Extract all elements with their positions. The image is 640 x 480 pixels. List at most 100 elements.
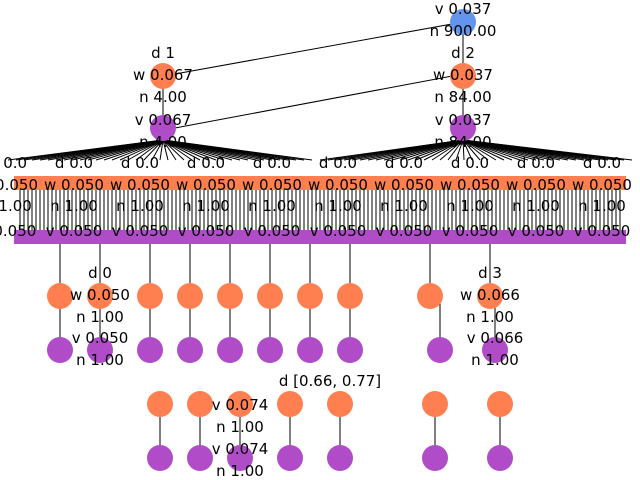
node-label-low-orange: v 0.074 <box>212 396 269 414</box>
tree-edges <box>7 21 633 458</box>
node-label-band-d-row: d 0.0 <box>583 154 621 172</box>
node-label-band-n-row: n 1.00 <box>446 197 494 215</box>
tree-node-d2 <box>450 63 476 89</box>
node-label-band-v-row: v 0.050 <box>244 222 301 240</box>
tree-node-low-purple <box>277 445 303 471</box>
node-label-band-n-row: n 1.00 <box>314 197 362 215</box>
tree-node-d1 <box>150 63 176 89</box>
node-label-low-orange: n 1.00 <box>216 418 264 436</box>
node-label-band-w-row: w 0.050 <box>44 176 104 194</box>
edge-line <box>462 139 481 161</box>
tree-node-low-orange <box>147 391 173 417</box>
tree-node-mid-d-0 <box>177 283 203 309</box>
tree-node-low-orange <box>227 391 253 417</box>
edge-line <box>415 139 464 161</box>
tree-node-low-orange <box>327 391 353 417</box>
edge-line <box>462 139 505 161</box>
edge-line <box>423 139 464 161</box>
node-label-band-d-row: d 0.0 <box>451 154 489 172</box>
tree-node-mid-d-3-child <box>427 337 453 363</box>
tree-node-mid-d-0 <box>47 283 73 309</box>
node-label-d1-child: v 0.067 <box>135 111 192 129</box>
node-label-band-w-row: w 0.050 <box>308 176 368 194</box>
edge-line <box>119 139 164 161</box>
tree-node-low-orange <box>422 391 448 417</box>
node-label-root: v 0.037 <box>435 0 492 18</box>
node-label-band-v-row: v 0.050 <box>574 222 631 240</box>
tree-node-mid-d-0 <box>87 283 113 309</box>
node-label-band-v-row: v 0.050 <box>112 222 169 240</box>
node-label-band-d-row: d 0.0 <box>121 154 159 172</box>
node-label-mid-d-0-child: n 1.00 <box>76 351 124 369</box>
node-label-band-d-row: d 0.0 <box>385 154 423 172</box>
node-label-band-n-row: n 1.00 <box>248 197 296 215</box>
node-label-d2: w 0.037 <box>433 66 493 84</box>
node-label-band-v-row: v 0.050 <box>46 222 103 240</box>
tree-node-mid-d-0 <box>137 283 163 309</box>
edge-line <box>135 139 164 161</box>
node-label-band-v-row: v 0.050 <box>376 222 433 240</box>
edge-line <box>462 139 465 161</box>
node-label-band-n-row: n 1.00 <box>380 197 428 215</box>
node-band <box>14 176 626 190</box>
node-label-band-n-row: n 1.00 <box>182 197 230 215</box>
node-label-band-v-row: v 0.050 <box>178 222 235 240</box>
node-label-d2-child: v 0.037 <box>435 111 492 129</box>
edge-line <box>162 139 193 161</box>
node-label-mid-d-3: d 3 <box>478 264 502 282</box>
tree-node-mid-d-3 <box>417 283 443 309</box>
edge-line <box>162 139 201 161</box>
node-label-root: n 900.00 <box>430 22 497 40</box>
node-label-band-n-row: n 1.00 <box>50 197 98 215</box>
edge-line <box>162 139 313 161</box>
tree-node-mid-d-3-child <box>482 337 508 363</box>
node-label-range-row: d [0.66, 0.77] <box>279 372 381 390</box>
tree-node-mid-d-0-child <box>297 337 323 363</box>
node-label-band-n-row: n 1.00 <box>512 197 560 215</box>
node-label-band-d-row: d 0.0 <box>55 154 93 172</box>
node-label-band-d-row: d 0.0 <box>319 154 357 172</box>
node-label-band-v-row: v 0.050 <box>0 222 36 240</box>
edge-line <box>439 139 464 161</box>
edge-line <box>127 139 164 161</box>
node-label-band-v-row: v 0.050 <box>310 222 367 240</box>
tree-node-low-purple <box>147 445 173 471</box>
node-label-mid-d-3-child: n 1.00 <box>471 351 519 369</box>
tree-node-mid-d-0-child <box>137 337 163 363</box>
node-label-band-v-row: v 0.050 <box>508 222 565 240</box>
tree-node-mid-d-0 <box>217 283 243 309</box>
tree-node-mid-d-0-child <box>87 337 113 363</box>
node-label-d2: d 2 <box>451 44 475 62</box>
edge-line <box>431 139 464 161</box>
edge-line <box>462 139 633 161</box>
tree-node-low-purple <box>327 445 353 471</box>
node-label-band-n-row: n 1.00 <box>116 197 164 215</box>
node-label-d1-child: n 4.00 <box>139 133 187 151</box>
node-label-band-v-row: v 0.050 <box>442 222 499 240</box>
tree-node-mid-d-0-child <box>47 337 73 363</box>
edge-line <box>174 73 464 129</box>
node-label-band-n-row: n 1.00 <box>0 197 32 215</box>
edge-line <box>455 139 464 161</box>
node-label-band-w-row: w 0.050 <box>374 176 434 194</box>
node-label-low-purple: v 0.074 <box>212 440 269 458</box>
tree-node-low-purple <box>487 445 513 471</box>
tree-node-mid-d-0 <box>297 283 323 309</box>
node-label-band-w-row: w 0.050 <box>110 176 170 194</box>
node-label-d2: n 84.00 <box>434 88 491 106</box>
tree-node-mid-d-0-child <box>217 337 243 363</box>
node-label-band-d-row: d 0.0 <box>253 154 291 172</box>
tree-node-mid-d-0-child <box>177 337 203 363</box>
node-label-d1: d 1 <box>151 44 175 62</box>
node-label-mid-d-3: n 1.00 <box>466 308 514 326</box>
node-label-d1: n 4.00 <box>139 88 187 106</box>
edge-line <box>447 139 464 161</box>
tree-node-low-purple <box>187 445 213 471</box>
edge-line <box>159 139 164 161</box>
tree-node-low-purple <box>227 445 253 471</box>
node-label-band-n-row: n 1.00 <box>578 197 626 215</box>
node-label-band-w-row: w 0.050 <box>242 176 302 194</box>
node-label-mid-d-3-child: v 0.066 <box>467 329 524 347</box>
